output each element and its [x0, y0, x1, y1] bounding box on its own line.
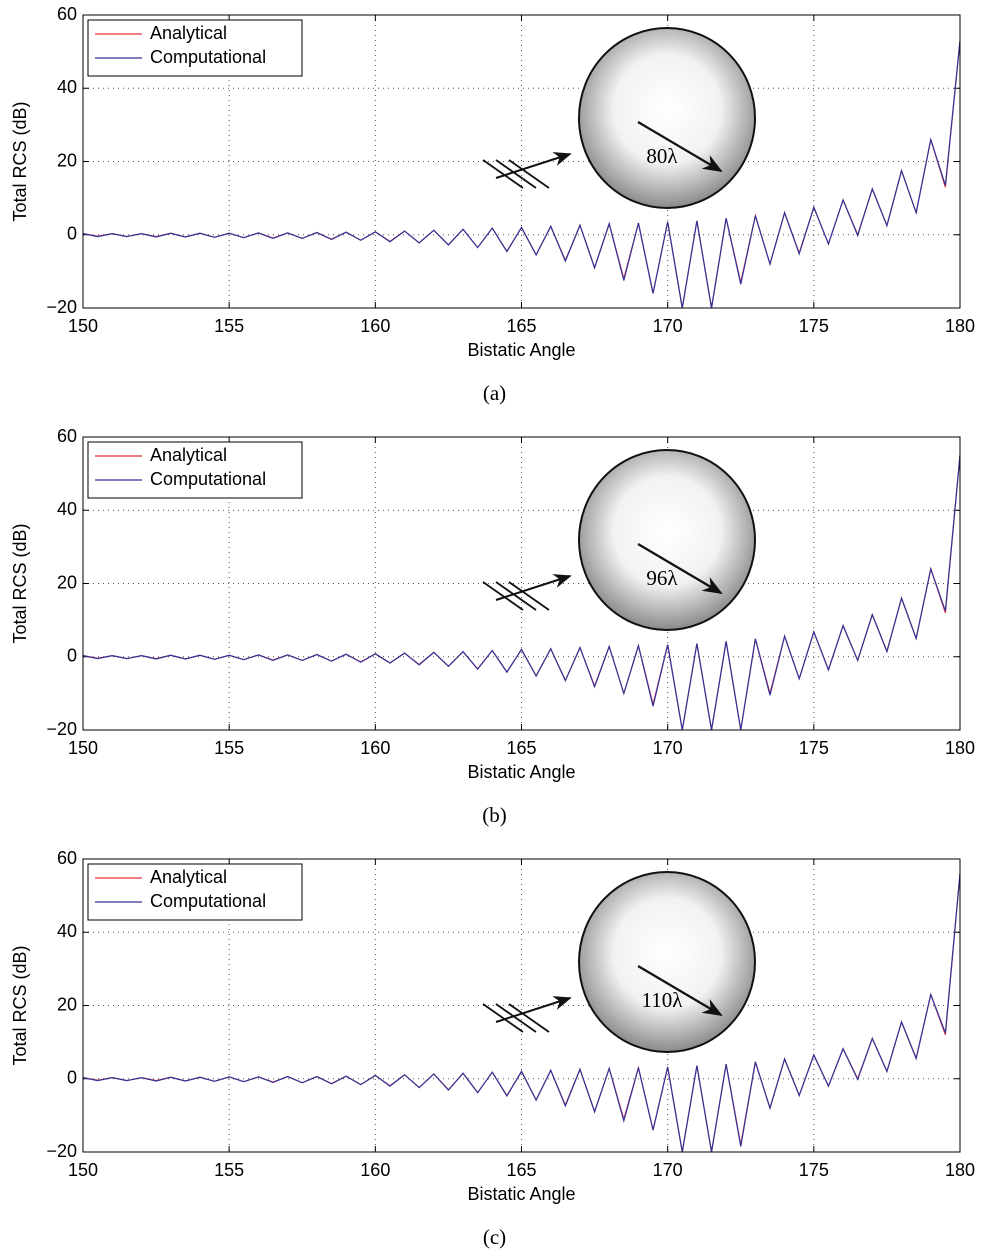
y-tick-label: 40: [57, 499, 77, 519]
x-tick-label: 170: [653, 1160, 683, 1180]
radius-label: 96λ: [646, 566, 678, 590]
legend-label: Analytical: [150, 867, 227, 887]
x-tick-label: 175: [799, 316, 829, 336]
caption: (c): [483, 1225, 506, 1249]
x-tick-label: 160: [360, 316, 390, 336]
x-tick-label: 155: [214, 316, 244, 336]
x-tick-label: 150: [68, 316, 98, 336]
x-tick-label: 170: [653, 738, 683, 758]
figure: 150 155 160 165 170 175 180 −20 0 20 40 60 80λ Analyt…: [0, 0, 981, 1251]
sphere: [579, 450, 755, 630]
x-tick-label: 155: [214, 1160, 244, 1180]
y-tick-label: 40: [57, 77, 77, 97]
x-axis-label: Bistatic Angle: [467, 340, 575, 360]
legend-label: Analytical: [150, 23, 227, 43]
y-tick-label: −20: [46, 719, 77, 739]
x-tick-label: 180: [945, 316, 975, 336]
y-tick-label: 20: [57, 994, 77, 1014]
legend-label: Computational: [150, 469, 266, 489]
sphere: [579, 872, 755, 1052]
legend-label: Analytical: [150, 445, 227, 465]
y-tick-label: 40: [57, 921, 77, 941]
x-tick-label: 175: [799, 738, 829, 758]
legend-label: Computational: [150, 47, 266, 67]
x-tick-label: 150: [68, 1160, 98, 1180]
caption: (a): [483, 381, 506, 405]
y-tick-label: 60: [57, 848, 77, 868]
y-axis-label: Total RCS (dB): [10, 101, 30, 221]
x-tick-label: 160: [360, 1160, 390, 1180]
x-tick-label: 165: [506, 1160, 536, 1180]
x-tick-label: 155: [214, 738, 244, 758]
y-tick-label: −20: [46, 297, 77, 317]
x-tick-label: 165: [506, 738, 536, 758]
x-axis-label: Bistatic Angle: [467, 762, 575, 782]
caption: (b): [482, 803, 507, 827]
y-tick-label: 60: [57, 426, 77, 446]
y-tick-label: 20: [57, 572, 77, 592]
y-tick-label: 20: [57, 150, 77, 170]
x-tick-label: 160: [360, 738, 390, 758]
x-tick-label: 150: [68, 738, 98, 758]
radius-label: 110λ: [642, 988, 684, 1012]
x-tick-label: 180: [945, 738, 975, 758]
y-tick-label: −20: [46, 1141, 77, 1161]
y-axis-label: Total RCS (dB): [10, 945, 30, 1065]
x-tick-label: 175: [799, 1160, 829, 1180]
x-tick-label: 165: [506, 316, 536, 336]
legend-label: Computational: [150, 891, 266, 911]
y-tick-label: 0: [67, 646, 77, 666]
y-tick-label: 60: [57, 4, 77, 24]
x-tick-label: 180: [945, 1160, 975, 1180]
x-axis-label: Bistatic Angle: [467, 1184, 575, 1204]
x-tick-label: 170: [653, 316, 683, 336]
y-tick-label: 0: [67, 1068, 77, 1088]
y-axis-label: Total RCS (dB): [10, 523, 30, 643]
sphere: [579, 28, 755, 208]
y-tick-label: 0: [67, 224, 77, 244]
radius-label: 80λ: [646, 144, 678, 168]
